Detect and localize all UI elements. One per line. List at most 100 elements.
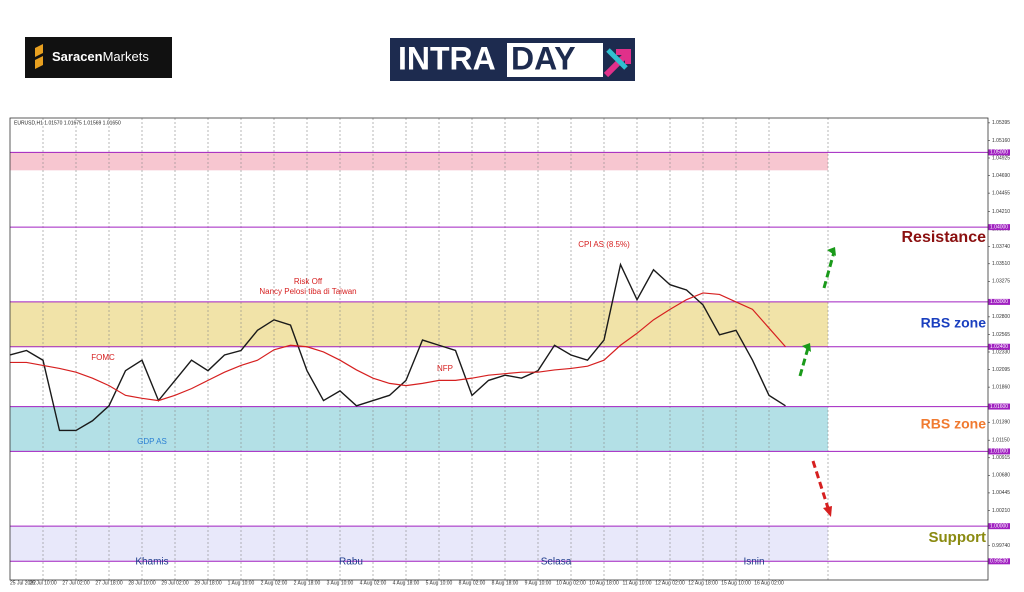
level-tag: [988, 448, 1010, 455]
up-arrow: [798, 347, 810, 377]
zone-label: RBS zone: [921, 416, 987, 432]
up-arrow-head: [802, 343, 811, 352]
x-tick-label: 16 Aug 02:00: [754, 580, 784, 586]
price-line: [10, 292, 786, 402]
annotation: FOMC: [91, 353, 115, 362]
level-tag: [988, 523, 1010, 530]
zone: [10, 406, 828, 452]
y-tick-label: 0.99740: [992, 543, 1010, 549]
x-tick-label: 10 Aug 18:00: [589, 580, 619, 586]
x-tick-label: 2 Aug 02:00: [261, 580, 288, 586]
intraday-day-box: [507, 43, 603, 77]
y-tick-label: 1.05160: [992, 138, 1010, 144]
annotation: Risk Off: [294, 277, 323, 286]
zone-label: Support: [929, 529, 987, 546]
y-tick-label: 1.02565: [992, 332, 1010, 338]
zone: [10, 526, 828, 562]
x-tick-label: 26 Jul 10:00: [29, 580, 56, 586]
y-tick-label: 1.03275: [992, 279, 1010, 285]
price-line: [9, 262, 786, 432]
level-label: 1.00000: [990, 524, 1008, 530]
y-tick-label: 1.02095: [992, 367, 1010, 373]
level-label: 1.03000: [990, 299, 1008, 305]
x-tick-label: 10 Aug 02:00: [556, 580, 586, 586]
level-label: 1.01600: [990, 404, 1008, 410]
level-label: 1.05000: [990, 150, 1008, 156]
day-label: Selasa: [541, 557, 572, 568]
x-tick-label: 5 Aug 10:00: [426, 580, 453, 586]
up-arrow: [822, 251, 836, 289]
x-tick-label: 8 Aug 18:00: [492, 580, 519, 586]
level-label: 0.99530: [990, 559, 1008, 565]
y-tick-label: 1.03740: [992, 244, 1010, 250]
annotation: CPI AS (8.5%): [578, 240, 630, 249]
plot-frame: [9, 117, 989, 581]
zone: [10, 301, 828, 347]
x-tick-label: 2 Aug 18:00: [294, 580, 321, 586]
y-tick-label: 1.02800: [992, 314, 1010, 320]
day-label: Khamis: [135, 557, 168, 568]
level-tag: [988, 224, 1010, 231]
x-tick-label: 3 Aug 10:00: [327, 580, 354, 586]
day-label: Rabu: [339, 557, 363, 568]
y-tick-label: 1.03510: [992, 261, 1010, 267]
zone: [10, 152, 828, 171]
level-tag: [988, 343, 1010, 350]
level-tag: [988, 298, 1010, 305]
level-tag: [988, 403, 1010, 410]
x-tick-label: 4 Aug 18:00: [393, 580, 420, 586]
logo-box: [25, 37, 172, 78]
annotation: NFP: [437, 364, 453, 373]
logo-icon: [35, 44, 43, 69]
x-tick-label: 9 Aug 10:00: [525, 580, 552, 586]
y-tick-label: 1.04210: [992, 209, 1010, 215]
x-tick-label: 29 Jul 18:00: [194, 580, 221, 586]
x-tick-label: 12 Aug 02:00: [655, 580, 685, 586]
logo-text-b: Markets: [103, 49, 150, 64]
y-tick-label: 1.05395: [992, 120, 1010, 126]
y-tick-label: 1.01390: [992, 420, 1010, 426]
y-tick-label: 1.00915: [992, 455, 1010, 461]
y-tick-label: 1.04925: [992, 155, 1010, 161]
x-tick-label: 8 Aug 02:00: [459, 580, 486, 586]
x-tick-label: 4 Aug 02:00: [360, 580, 387, 586]
x-tick-label: 29 Jul 02:00: [161, 580, 188, 586]
y-tick-label: 1.00210: [992, 508, 1010, 514]
day-label: Isnin: [743, 557, 764, 568]
x-tick-label: 28 Jul 10:00: [128, 580, 155, 586]
y-tick-label: 1.00445: [992, 490, 1010, 496]
down-arrow-head: [823, 506, 832, 517]
level-label: 1.02400: [990, 344, 1008, 350]
y-tick-label: 1.00680: [992, 473, 1010, 479]
down-arrow: [811, 460, 830, 509]
chart-header: EURUSD,H1 1.01570 1.01675 1.01569 1.0165…: [14, 120, 121, 126]
intraday-b: DAY: [511, 40, 576, 76]
y-tick-label: 1.02330: [992, 349, 1010, 355]
annotation: GDP AS: [137, 437, 167, 446]
x-tick-label: 25 Jul 2022: [10, 580, 36, 586]
level-label: 1.04000: [990, 224, 1008, 230]
y-tick-label: 1.04690: [992, 173, 1010, 179]
x-tick-label: 15 Aug 10:00: [721, 580, 751, 586]
annotation: Nancy Pelosi tiba di Taiwan: [259, 287, 356, 296]
x-tick-label: 1 Aug 10:00: [228, 580, 255, 586]
level-label: 1.01000: [990, 449, 1008, 455]
logo-text-a: Saracen: [52, 49, 103, 64]
x-tick-label: 27 Jul 02:00: [62, 580, 89, 586]
level-tag: [988, 558, 1010, 565]
y-tick-label: 1.04455: [992, 190, 1010, 196]
intraday-arrow: [603, 49, 631, 78]
logo-text: SaracenMarkets: [52, 49, 149, 64]
intraday-a: INTRA: [398, 40, 496, 76]
x-tick-label: 12 Aug 18:00: [688, 580, 718, 586]
intraday-arrow-2: [606, 48, 628, 70]
plot: 1.05395 1.05160 1.04925 1.04690 1.04455 1.042…: [9, 118, 1010, 586]
x-tick-label: 27 Jul 18:00: [95, 580, 122, 586]
y-tick-label: 1.01150: [992, 438, 1010, 444]
y-tick-label: 1.01860: [992, 384, 1010, 390]
zone-label: RBS zone: [921, 315, 987, 331]
up-arrow-head: [827, 247, 836, 256]
x-tick-label: 11 Aug 10:00: [622, 580, 651, 586]
level-tag: [988, 149, 1010, 156]
